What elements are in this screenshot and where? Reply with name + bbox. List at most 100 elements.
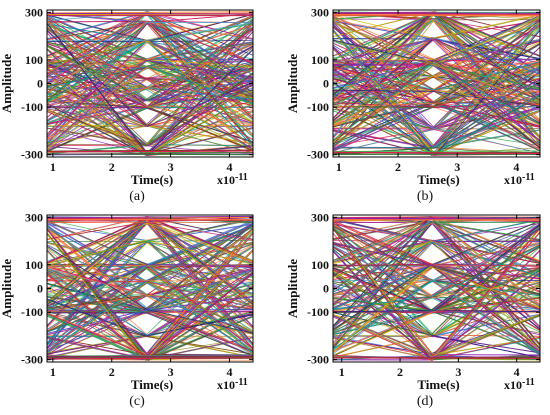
x-axis-label: Time(s) xyxy=(131,172,173,187)
y-tick-label: -300 xyxy=(21,148,43,162)
trace xyxy=(47,12,253,75)
trace xyxy=(333,281,540,352)
x-tick-label: 1 xyxy=(336,160,342,174)
chart-panel-1: 300 100 0 -100 -300 1 2 3 4 Time(s) x10-11 Amplitud… xyxy=(0,5,254,204)
trace xyxy=(47,40,253,147)
trace-rail xyxy=(47,150,253,153)
trace xyxy=(47,45,253,108)
trace xyxy=(47,281,253,355)
trace xyxy=(47,22,253,41)
trace xyxy=(333,21,540,130)
eye-traces xyxy=(47,10,253,157)
trace xyxy=(333,313,540,360)
trace xyxy=(333,315,540,356)
trace xyxy=(47,40,253,138)
eye-traces xyxy=(333,216,540,361)
trace xyxy=(333,59,540,142)
trace xyxy=(47,66,253,148)
trace xyxy=(333,281,540,312)
trace xyxy=(47,313,253,355)
y-axis-label: Amplitude xyxy=(285,54,300,113)
eye-traces xyxy=(333,10,540,157)
trace xyxy=(47,312,253,357)
trace xyxy=(47,31,253,147)
trace xyxy=(333,61,540,91)
trace xyxy=(333,69,540,130)
y-tick-label: 300 xyxy=(311,210,329,224)
y-tick-label: 300 xyxy=(25,210,43,224)
y-tick-label: 100 xyxy=(25,53,43,67)
trace xyxy=(47,72,253,147)
x-axis-label: Time(s) xyxy=(417,377,459,392)
trace xyxy=(333,89,540,107)
trace-rail xyxy=(47,12,253,15)
trace xyxy=(333,19,540,121)
x-tick-label: 4 xyxy=(513,160,519,174)
x-exponent-label: x10-11 xyxy=(217,172,248,187)
trace-rail xyxy=(47,357,253,360)
y-axis-label: Amplitude xyxy=(0,259,14,318)
x-tick-label: 4 xyxy=(226,160,232,174)
trace xyxy=(47,66,253,104)
trace xyxy=(333,64,540,124)
x-exponent-label: x10-11 xyxy=(504,377,535,392)
x-tick-label: 2 xyxy=(109,365,115,379)
trace xyxy=(47,233,253,361)
trace xyxy=(47,227,253,310)
trace xyxy=(47,82,253,127)
y-axis-label: Amplitude xyxy=(285,259,300,318)
trace xyxy=(47,59,253,148)
trace xyxy=(47,264,253,308)
x-exponent-power: -11 xyxy=(522,172,535,183)
y-tick-label: 300 xyxy=(311,5,329,19)
trace xyxy=(333,37,540,75)
trace xyxy=(333,38,540,147)
x-tick-label: 1 xyxy=(50,365,56,379)
y-tick-label: -100 xyxy=(307,100,329,114)
x-tick-label: 3 xyxy=(455,365,461,379)
y-tick-label: 100 xyxy=(311,258,329,272)
x-tick-label: 4 xyxy=(226,365,232,379)
y-tick-label: -100 xyxy=(307,305,329,319)
trace xyxy=(333,309,540,313)
x-exponent-label: x10-11 xyxy=(504,172,535,187)
trace xyxy=(333,11,540,20)
trace-rail xyxy=(47,149,253,152)
trace xyxy=(333,228,540,356)
x-tick-label: 1 xyxy=(50,160,56,174)
trace-rail xyxy=(333,150,540,152)
x-exponent-power: -11 xyxy=(235,377,248,388)
trace xyxy=(333,222,540,299)
trace xyxy=(47,222,253,307)
trace xyxy=(333,42,540,128)
trace xyxy=(333,101,540,151)
y-tick-label: 0 xyxy=(37,282,43,296)
x-exponent-power: -11 xyxy=(522,377,535,388)
trace-rail xyxy=(333,218,540,221)
trace xyxy=(333,244,540,354)
chart-panel-2: 300 100 0 -100 -300 1 2 3 4 Time(s) x10-11 Amplitud… xyxy=(285,5,541,204)
trace xyxy=(47,73,253,147)
y-tick-label: -300 xyxy=(21,353,43,367)
y-tick-label: 300 xyxy=(25,5,43,19)
y-tick-label: -100 xyxy=(21,305,43,319)
trace xyxy=(47,26,253,101)
trace xyxy=(47,285,253,356)
trace xyxy=(47,67,253,156)
trace xyxy=(333,280,540,350)
trace xyxy=(333,241,540,329)
trace-rail xyxy=(47,355,253,358)
trace xyxy=(333,242,540,282)
trace-rail xyxy=(333,13,540,16)
x-tick-label: 3 xyxy=(168,365,174,379)
trace xyxy=(47,21,253,137)
trace-rail xyxy=(47,152,253,155)
trace xyxy=(333,22,540,61)
trace xyxy=(333,18,540,138)
y-tick-label: 0 xyxy=(37,77,43,91)
x-tick-label: 4 xyxy=(514,365,520,379)
trace xyxy=(333,14,540,59)
trace xyxy=(47,39,253,120)
trace-rail xyxy=(47,215,253,219)
